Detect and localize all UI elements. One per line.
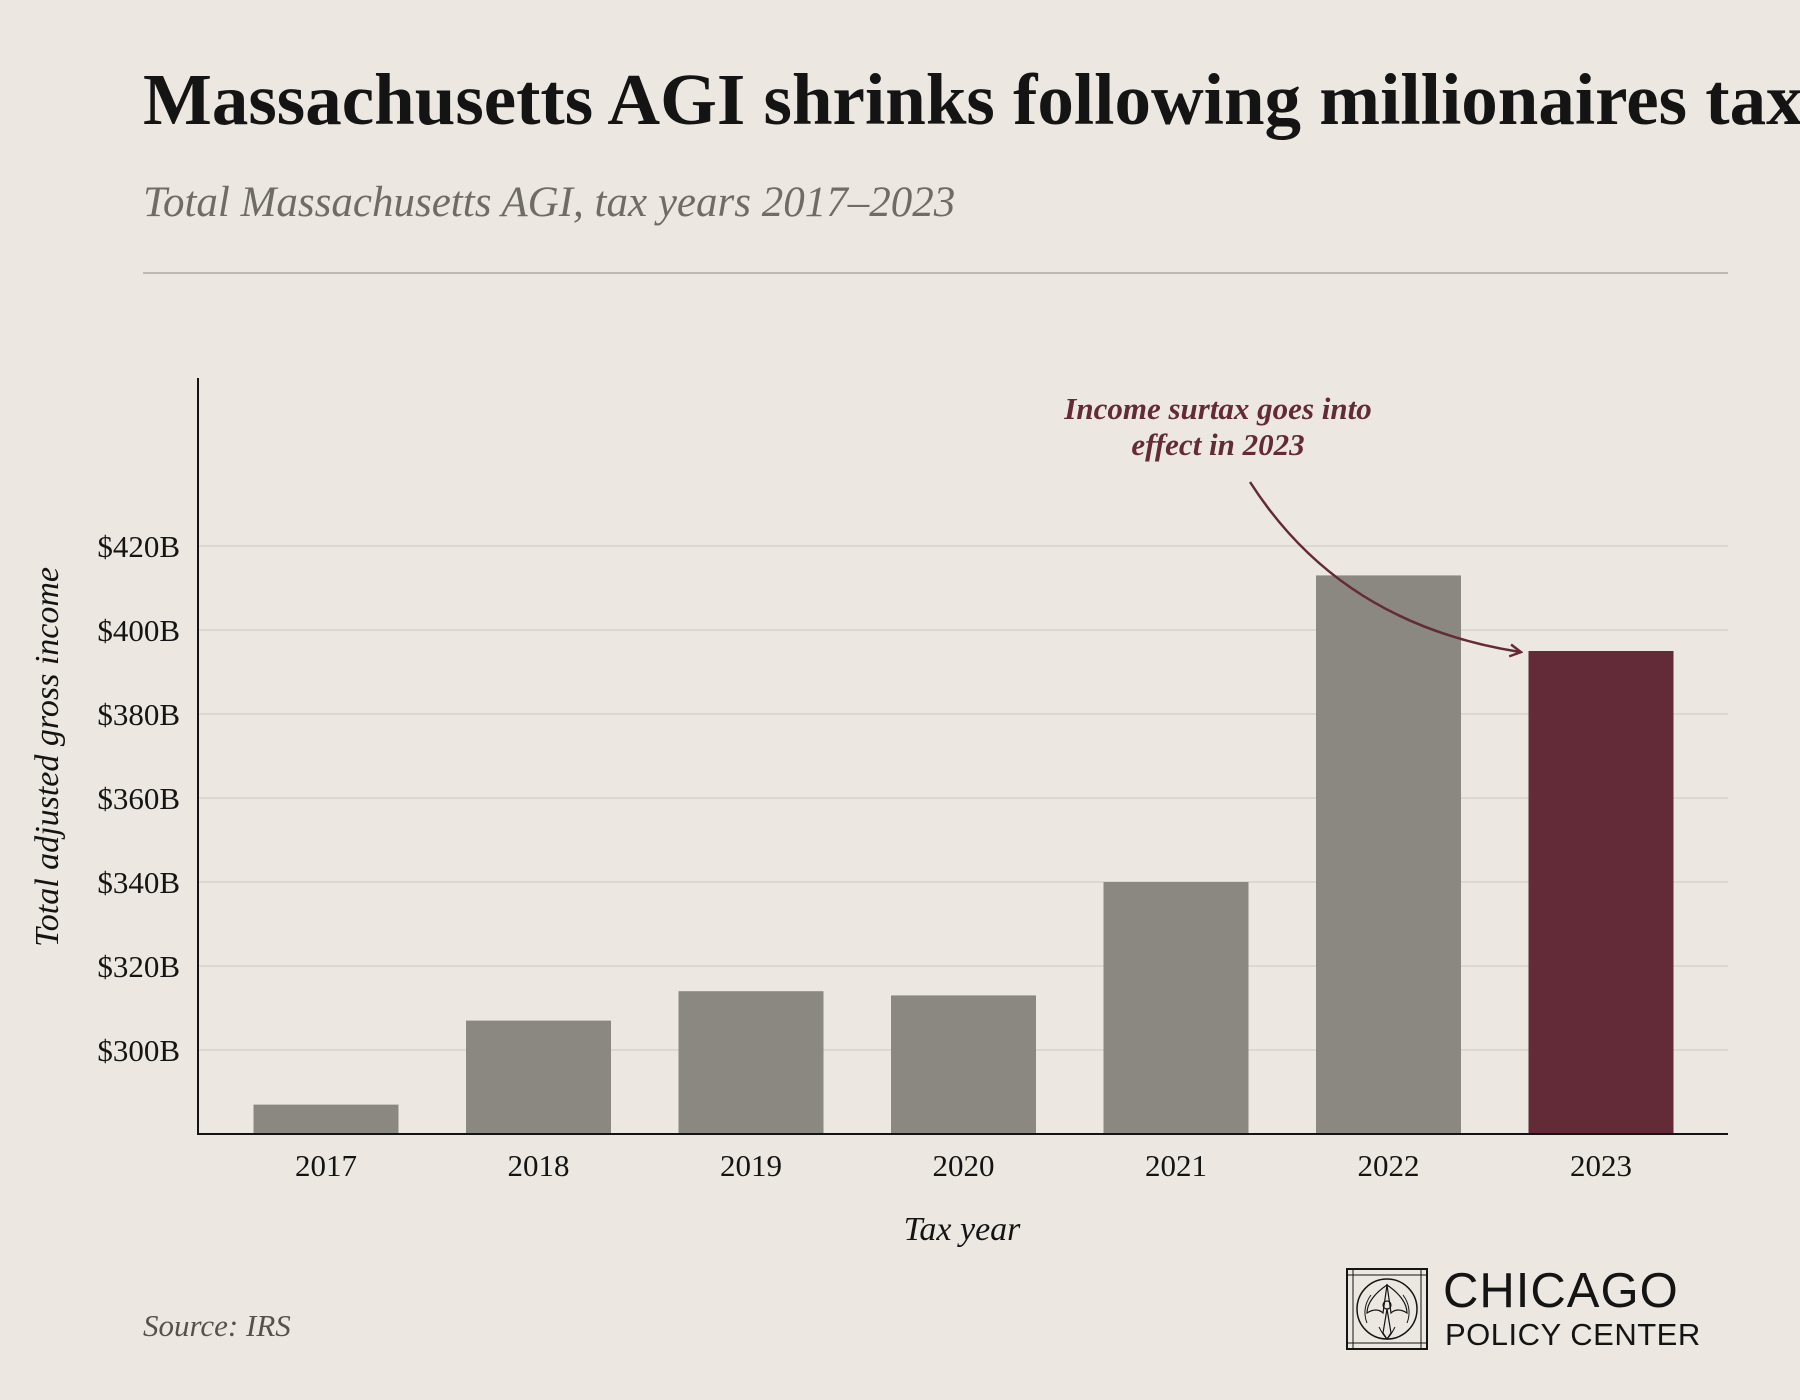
chicago-policy-center-logo: CHICAGO POLICY CENTER: [1345, 1264, 1745, 1357]
y-tick-label: $300B: [97, 1033, 180, 1068]
annotation: Income surtax goes into effect in 2023: [1063, 391, 1520, 652]
y-axis-label: Total adjusted gross income: [29, 567, 66, 947]
y-tick-label: $340B: [97, 865, 180, 900]
bar-2022: [1316, 575, 1461, 1134]
bar-2019: [678, 991, 824, 1134]
logo-wordmark-line1: CHICAGO: [1443, 1264, 1679, 1318]
y-tick-label: $420B: [97, 529, 180, 564]
chart-title: Massachusetts AGI shrinks following mill…: [143, 59, 1800, 140]
source-note: Source: IRS: [143, 1308, 291, 1343]
bar-2023: [1528, 651, 1674, 1134]
x-tick-label: 2017: [295, 1148, 357, 1183]
header-divider: [143, 272, 1728, 274]
y-tick-label: $400B: [97, 613, 180, 648]
annotation-line-2: effect in 2023: [1131, 427, 1304, 462]
y-tick-label: $360B: [97, 781, 180, 816]
x-tick-label: 2023: [1570, 1148, 1632, 1183]
x-tick-label: 2020: [933, 1148, 995, 1183]
x-tick-label: 2018: [508, 1148, 570, 1183]
bar-2018: [466, 1020, 611, 1134]
x-tick-label: 2019: [720, 1148, 782, 1183]
x-tick-label: 2021: [1145, 1148, 1207, 1183]
tick-labels: $300B $320B $340B $360B $380B $400B $420B 2017 2…: [97, 529, 1632, 1183]
gridlines: [198, 545, 1728, 1051]
x-tick-label: 2022: [1358, 1148, 1420, 1183]
phoenix-emblem-icon: [1346, 1268, 1428, 1350]
x-axis-label: Tax year: [904, 1211, 1022, 1248]
logo-wordmark-line2: POLICY CENTER: [1445, 1317, 1701, 1352]
y-tick-label: $320B: [97, 949, 180, 984]
annotation-line-1: Income surtax goes into: [1063, 391, 1371, 426]
bar-2020: [891, 995, 1036, 1134]
bar-2021: [1103, 882, 1249, 1134]
bars: [253, 575, 1674, 1134]
y-tick-label: $380B: [97, 697, 180, 732]
annotation-arrow: [1248, 481, 1520, 652]
axes: [197, 378, 1728, 1135]
chart-subtitle: Total Massachusetts AGI, tax years 2017–…: [143, 179, 956, 226]
axis-labels: Tax year Total adjusted gross income: [29, 567, 1021, 1248]
bar-2017: [253, 1104, 399, 1134]
